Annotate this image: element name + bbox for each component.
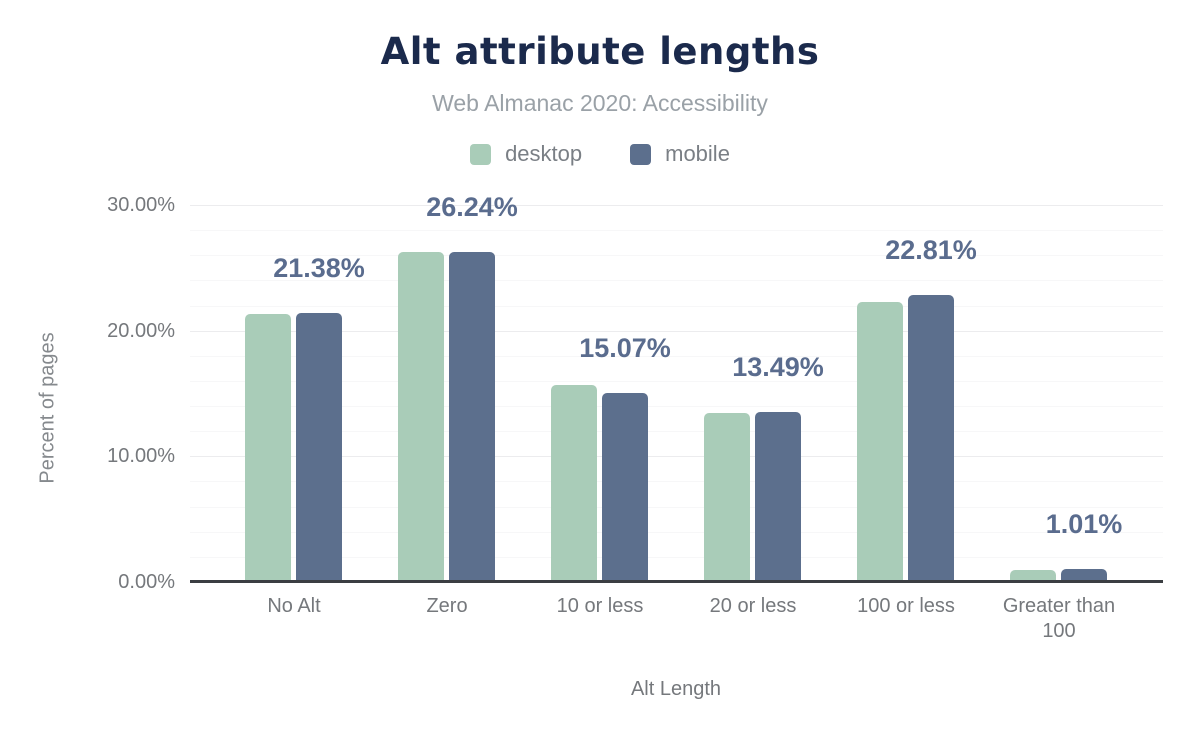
bar-mobile-zero: [449, 252, 495, 582]
gridline-major-20: [190, 331, 1163, 332]
gridline-minor-8: [190, 481, 1163, 482]
data-label-no-alt: 21.38%: [273, 253, 365, 283]
bar-desktop-greater-than-100: [1010, 570, 1056, 582]
gridline-major-30: [190, 205, 1163, 206]
chart-legend: desktop mobile: [0, 141, 1200, 167]
bar-desktop-10-or-less: [551, 385, 597, 582]
bar-desktop-20-or-less: [704, 413, 750, 582]
legend-label-mobile: mobile: [665, 141, 730, 166]
gridline-minor-14: [190, 406, 1163, 407]
gridline-minor-16: [190, 381, 1163, 382]
y-tick-label-10: 10.00%: [107, 445, 175, 467]
bar-mobile-10-or-less: [602, 393, 648, 582]
y-axis-title: Percent of pages: [36, 332, 59, 484]
bar-mobile-20-or-less: [755, 412, 801, 582]
data-label-100-or-less: 22.81%: [885, 235, 977, 265]
gridline-minor-2: [190, 557, 1163, 558]
y-tick-label-30: 30.00%: [107, 194, 175, 216]
x-tick-label-100-or-less: 100 or less: [857, 595, 955, 617]
gridline-minor-6: [190, 507, 1163, 508]
gridline-minor-24: [190, 280, 1163, 281]
gridline-minor-26: [190, 255, 1163, 256]
data-label-20-or-less: 13.49%: [732, 352, 824, 382]
chart-title: Alt attribute lengths: [380, 30, 820, 73]
data-label-10-or-less: 15.07%: [579, 333, 671, 363]
bar-mobile-100-or-less: [908, 295, 954, 582]
bar-desktop-no-alt: [245, 314, 291, 582]
legend-item-mobile: mobile: [630, 141, 730, 167]
bar-desktop-100-or-less: [857, 302, 903, 582]
gridline-minor-4: [190, 532, 1163, 533]
x-tick-label-zero: Zero: [426, 595, 468, 617]
x-tick-label-greater-than-100: Greater than 100: [1002, 595, 1116, 642]
y-tick-label-20: 20.00%: [107, 320, 175, 342]
data-label-greater-than-100: 1.01%: [1045, 509, 1123, 539]
gridline-major-10: [190, 456, 1163, 457]
x-tick-label-10-or-less: 10 or less: [556, 595, 644, 617]
legend-label-desktop: desktop: [505, 141, 583, 166]
x-axis-title: Alt Length: [630, 678, 722, 700]
gridline-minor-22: [190, 306, 1163, 307]
legend-item-desktop: desktop: [470, 141, 582, 167]
gridline-minor-18: [190, 356, 1163, 357]
x-tick-label-20-or-less: 20 or less: [709, 595, 797, 617]
y-tick-label-0: 0.00%: [118, 571, 175, 593]
data-label-zero: 26.24%: [426, 192, 518, 222]
chart-subtitle: Web Almanac 2020: Accessibility: [432, 90, 768, 116]
gridline-minor-12: [190, 431, 1163, 432]
x-axis-line: [190, 580, 1163, 583]
bar-mobile-greater-than-100: [1061, 569, 1107, 582]
legend-swatch-mobile-icon: [630, 143, 652, 165]
gridline-minor-28: [190, 230, 1163, 231]
bar-mobile-no-alt: [296, 313, 342, 582]
x-tick-label-no-alt: No Alt: [267, 595, 321, 617]
legend-swatch-desktop-icon: [470, 143, 492, 165]
bar-desktop-zero: [398, 252, 444, 582]
